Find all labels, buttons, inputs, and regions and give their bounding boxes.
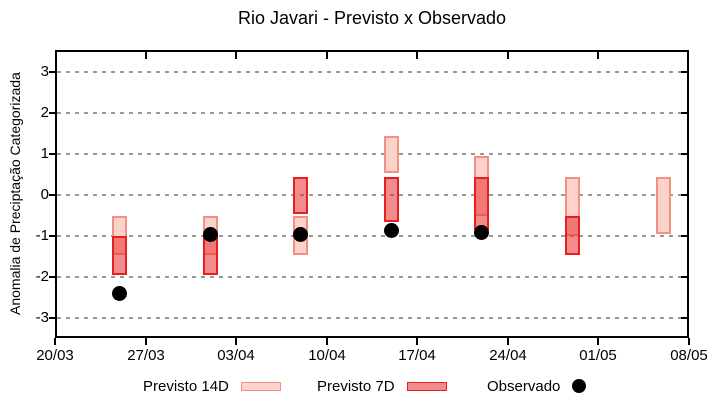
bar-previsto-7d	[203, 236, 218, 276]
gridline-y--1	[57, 235, 687, 238]
bar-previsto-14d	[384, 135, 399, 173]
y-tick-label: 2	[40, 104, 49, 122]
legend-label-previsto-7d: Previsto 7D	[317, 377, 395, 395]
y-tick-left	[49, 194, 55, 197]
y-tick-label: 1	[40, 145, 49, 163]
gridline-y-3	[57, 71, 687, 74]
y-tick-left	[49, 276, 55, 279]
y-tick-right	[681, 153, 687, 156]
x-tick-top	[416, 52, 418, 59]
gridline-y-0	[57, 194, 687, 197]
gridline-y--3	[57, 317, 687, 320]
gridline-y--2	[57, 276, 687, 279]
y-tick-right	[681, 71, 687, 74]
y-tick-left	[49, 317, 55, 320]
y-tick-left	[49, 71, 55, 74]
observado-dot	[384, 223, 399, 238]
legend-label-observado: Observado	[487, 377, 561, 395]
y-tick-label: -3	[35, 309, 49, 327]
x-tick-label: 17/04	[398, 347, 436, 364]
y-tick-right	[681, 112, 687, 115]
legend-item-previsto-14d: Previsto 14D	[143, 374, 281, 398]
x-tick-bottom	[326, 338, 328, 345]
y-tick-right	[681, 317, 687, 320]
previsto-7d-swatch-icon	[406, 381, 447, 391]
y-tick-left	[49, 235, 55, 238]
x-tick-bottom	[416, 338, 418, 345]
y-tick-label: -2	[35, 268, 49, 286]
x-tick-label: 01/05	[579, 347, 617, 364]
x-tick-bottom	[235, 338, 237, 345]
y-tick-left	[49, 112, 55, 115]
legend-label-previsto-14d: Previsto 14D	[143, 377, 229, 395]
y-tick-right	[681, 194, 687, 197]
previsto-14d-swatch-icon	[240, 381, 281, 391]
x-tick-label: 10/04	[308, 347, 346, 364]
gridline-y-2	[57, 112, 687, 115]
observado-dot	[474, 225, 489, 240]
x-tick-bottom	[54, 338, 56, 345]
observado-swatch-icon	[572, 379, 587, 393]
bar-previsto-7d	[112, 236, 127, 276]
x-tick-label: 20/03	[36, 347, 74, 364]
x-tick-label: 08/05	[670, 347, 708, 364]
observado-dot	[112, 286, 127, 301]
y-tick-left	[49, 153, 55, 156]
y-tick-label: 0	[40, 186, 49, 204]
x-tick-top	[326, 52, 328, 59]
x-tick-label: 27/03	[127, 347, 165, 364]
x-tick-top	[145, 52, 147, 59]
x-tick-bottom	[507, 338, 509, 345]
legend: Previsto 14D Previsto 7D Observado	[0, 374, 720, 398]
x-tick-bottom	[688, 338, 690, 345]
observado-dot	[203, 227, 218, 242]
legend-item-observado: Observado	[487, 374, 587, 398]
x-tick-bottom	[145, 338, 147, 345]
gridline-y-1	[57, 153, 687, 156]
bar-previsto-14d	[656, 176, 671, 235]
bar-previsto-7d	[565, 215, 580, 255]
observado-dot	[293, 227, 308, 242]
y-tick-label: 3	[40, 63, 49, 81]
bar-previsto-7d	[474, 176, 489, 231]
x-tick-top	[597, 52, 599, 59]
y-tick-label: -1	[35, 227, 49, 245]
bar-previsto-7d	[293, 176, 308, 214]
x-tick-label: 03/04	[217, 347, 255, 364]
plot-area	[55, 50, 689, 338]
legend-item-previsto-7d: Previsto 7D	[317, 374, 447, 398]
x-tick-label: 24/04	[489, 347, 527, 364]
y-tick-right	[681, 276, 687, 279]
x-tick-bottom	[597, 338, 599, 345]
chart-title: Rio Javari - Previsto x Observado	[237, 8, 507, 28]
x-tick-top	[507, 52, 509, 59]
bar-previsto-7d	[384, 176, 399, 222]
x-tick-top	[235, 52, 237, 59]
y-tick-right	[681, 235, 687, 238]
